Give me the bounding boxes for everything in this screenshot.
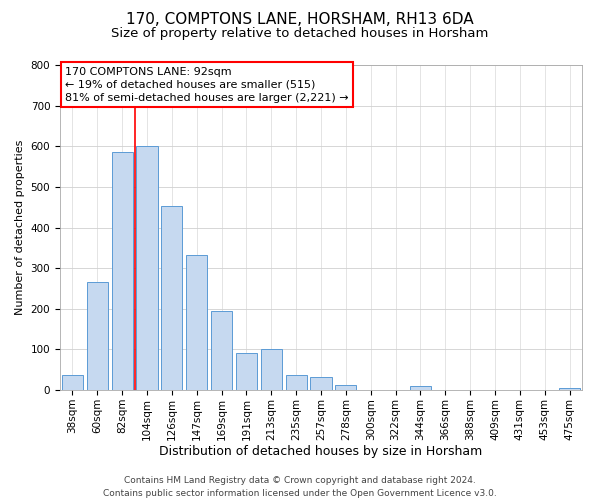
Bar bbox=[410, 386, 431, 390]
Bar bbox=[136, 146, 158, 390]
Text: Contains HM Land Registry data © Crown copyright and database right 2024.
Contai: Contains HM Land Registry data © Crown c… bbox=[103, 476, 497, 498]
Text: 170, COMPTONS LANE, HORSHAM, RH13 6DA: 170, COMPTONS LANE, HORSHAM, RH13 6DA bbox=[126, 12, 474, 28]
Bar bbox=[236, 353, 257, 390]
Bar bbox=[87, 282, 108, 390]
Text: 170 COMPTONS LANE: 92sqm
← 19% of detached houses are smaller (515)
81% of semi-: 170 COMPTONS LANE: 92sqm ← 19% of detach… bbox=[65, 66, 349, 103]
Text: Size of property relative to detached houses in Horsham: Size of property relative to detached ho… bbox=[112, 28, 488, 40]
Bar bbox=[310, 376, 332, 390]
X-axis label: Distribution of detached houses by size in Horsham: Distribution of detached houses by size … bbox=[160, 446, 482, 458]
Bar bbox=[62, 374, 83, 390]
Bar bbox=[186, 255, 207, 390]
Bar bbox=[335, 384, 356, 390]
Bar bbox=[112, 152, 133, 390]
Bar bbox=[286, 374, 307, 390]
Bar bbox=[211, 311, 232, 390]
Bar bbox=[161, 206, 182, 390]
Bar bbox=[559, 388, 580, 390]
Y-axis label: Number of detached properties: Number of detached properties bbox=[15, 140, 25, 315]
Bar bbox=[261, 350, 282, 390]
